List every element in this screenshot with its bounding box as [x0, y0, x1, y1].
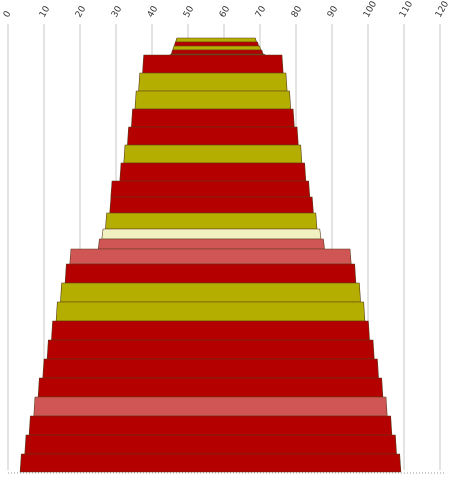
layer-22: [51, 320, 370, 341]
tick-label-110: 110: [398, 0, 415, 20]
layer-16: [101, 228, 322, 240]
tick-label-20: 20: [74, 4, 89, 19]
layer-13: [110, 180, 311, 198]
layer-19: [64, 263, 357, 284]
tick-label-60: 60: [218, 4, 233, 19]
layer-23: [46, 339, 375, 360]
layer-8: [134, 90, 292, 110]
layer-15: [105, 212, 318, 230]
tick-label-80: 80: [290, 4, 305, 19]
layer-3: [172, 45, 262, 51]
layer-20: [60, 282, 361, 303]
layer-27: [28, 415, 393, 436]
layer-1: [175, 37, 257, 43]
tick-label-90: 90: [326, 4, 341, 19]
layer-29: [19, 453, 402, 473]
layer-7: [138, 72, 288, 92]
layer-12: [119, 162, 307, 182]
layer-2: [173, 41, 260, 47]
tick-label-30: 30: [110, 4, 125, 19]
layers: [19, 37, 402, 473]
tick-label-0: 0: [2, 9, 14, 19]
layer-4: [170, 49, 264, 55]
layer-26: [33, 396, 388, 417]
layer-14: [109, 196, 314, 214]
tick-label-50: 50: [182, 4, 197, 19]
layer-6: [142, 54, 284, 74]
tick-label-120: 120: [434, 0, 451, 20]
layer-18: [69, 248, 352, 265]
layer-10: [127, 126, 299, 146]
layer-9: [131, 108, 295, 128]
layer-28: [24, 434, 397, 455]
layer-21: [55, 301, 366, 322]
tick-label-40: 40: [146, 4, 161, 19]
layer-25: [37, 377, 384, 398]
tick-label-10: 10: [38, 4, 53, 19]
tick-label-70: 70: [254, 4, 269, 19]
layer-11: [123, 144, 303, 164]
layer-24: [42, 358, 379, 379]
tick-label-100: 100: [362, 0, 379, 20]
layer-17: [97, 238, 325, 250]
x-tick-labels: 0 10 20 30 40 50 60 70 80 90 100 110 120: [2, 0, 451, 20]
